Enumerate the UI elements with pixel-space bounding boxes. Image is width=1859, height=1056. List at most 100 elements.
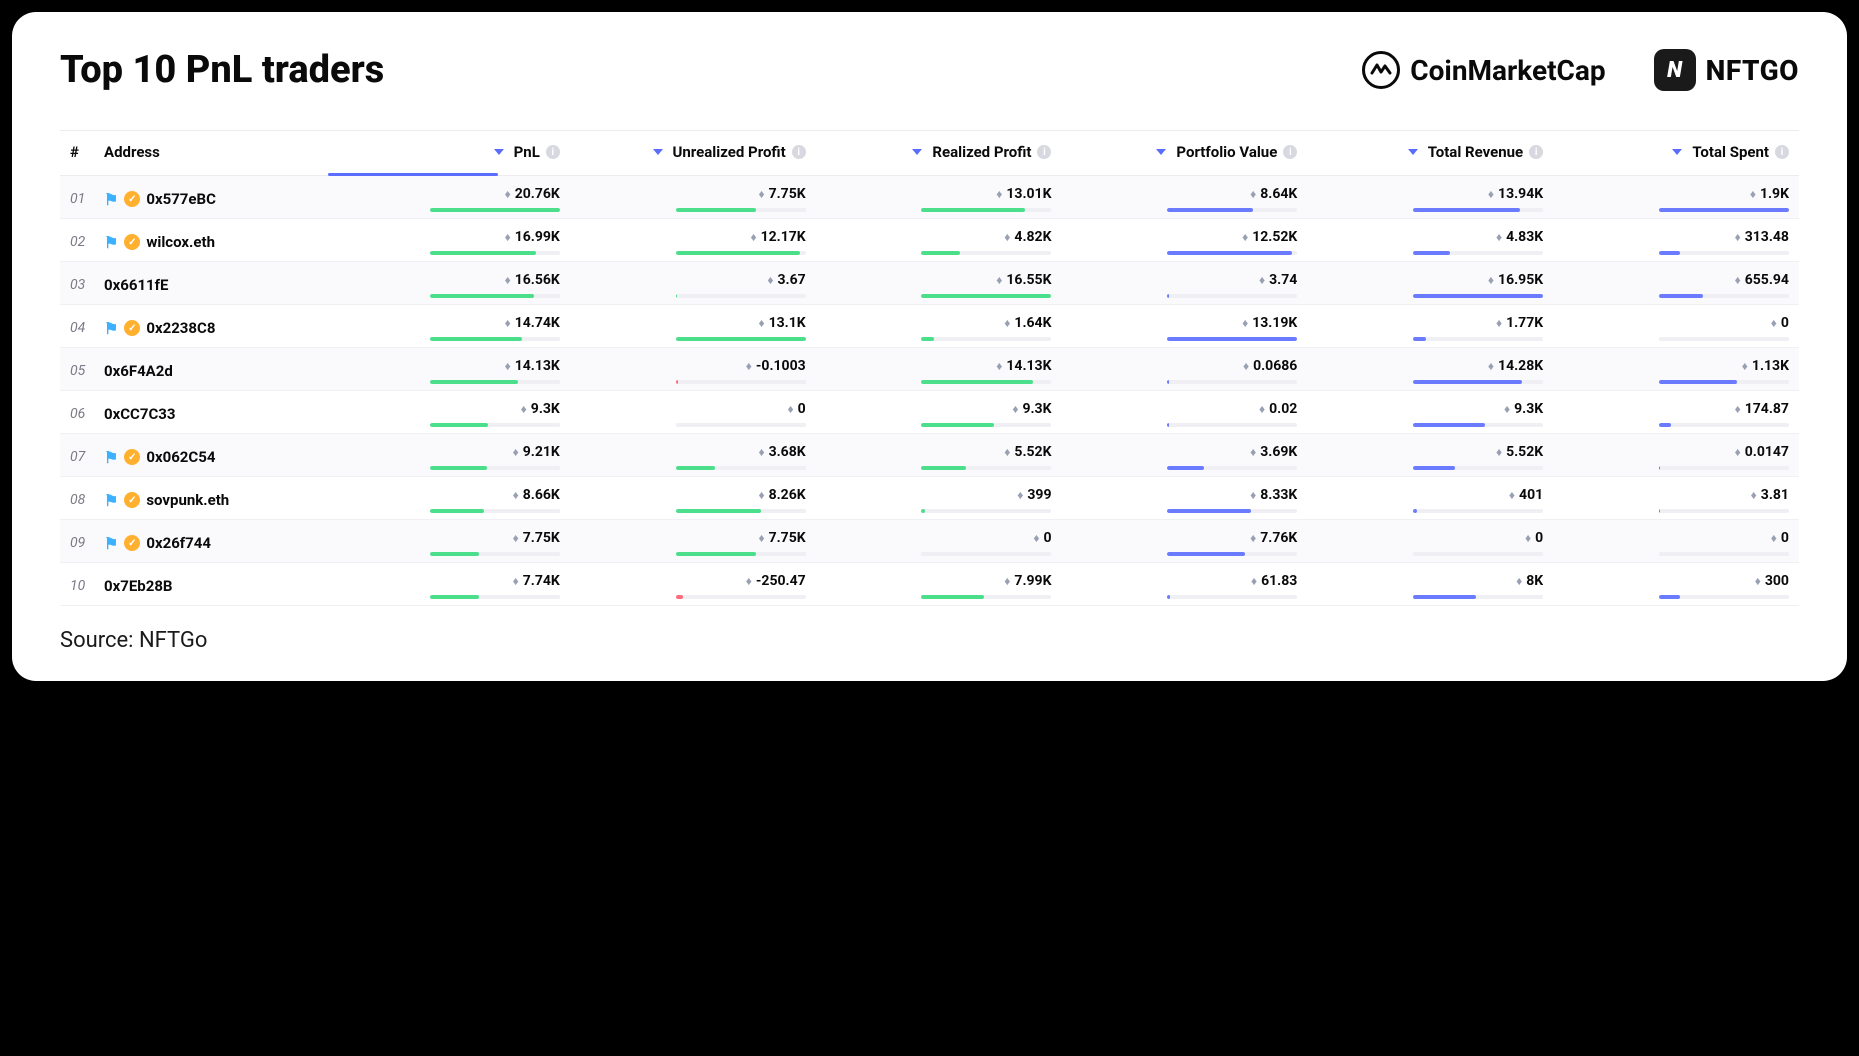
bar-fill [1413,423,1485,427]
cell-portfolio: ♦0.02 [1051,401,1297,427]
value-text: 7.75K [769,530,806,546]
cell-address[interactable]: 0x6611fE [104,276,314,294]
bar-fill [1167,337,1297,341]
eth-icon: ♦ [996,273,1002,287]
cell-pnl: ♦16.56K [314,272,560,298]
bar-fill [430,466,487,470]
value-text: 0.0147 [1745,444,1789,460]
col-rank[interactable]: # [70,143,104,161]
col-realized[interactable]: Realized Profit i [806,143,1052,161]
bar-track [921,423,1051,427]
bar-track [1167,552,1297,556]
cell-realized: ♦7.99K [806,573,1052,599]
info-icon[interactable]: i [792,145,806,159]
cell-address[interactable]: 0x6F4A2d [104,362,314,380]
bar-track [1413,337,1543,341]
cell-address[interactable]: ⚑✓0x062C54 [104,448,314,467]
bar-fill [676,337,806,341]
table-row[interactable]: 030x6611fE♦16.56K♦3.67♦16.55K♦3.74♦16.95… [60,262,1799,305]
bar-fill [1659,380,1737,384]
bar-track [676,294,806,298]
bar-track [1413,466,1543,470]
bar-track [921,337,1051,341]
bar-track [921,380,1051,384]
bar-track [921,251,1051,255]
col-spent[interactable]: Total Spent i [1543,143,1789,161]
eth-icon: ♦ [1755,574,1761,588]
col-portfolio[interactable]: Portfolio Value i [1051,143,1297,161]
col-pnl[interactable]: PnL i [314,143,560,161]
eth-icon: ♦ [787,402,793,416]
eth-icon: ♦ [1243,359,1249,373]
bar-fill [676,208,757,212]
eth-icon: ♦ [1251,574,1257,588]
col-revenue[interactable]: Total Revenue i [1297,143,1543,161]
sort-desc-icon [653,149,663,155]
bar-track [1167,208,1297,212]
eth-icon: ♦ [746,574,752,588]
eth-icon: ♦ [758,488,764,502]
bar-track [676,595,806,599]
cell-realized: ♦14.13K [806,358,1052,384]
bar-fill [676,380,679,384]
cell-address[interactable]: 0x7Eb28B [104,577,314,595]
table-row[interactable]: 04⚑✓0x2238C8♦14.74K♦13.1K♦1.64K♦13.19K♦1… [60,305,1799,348]
cell-unrealized: ♦13.1K [560,315,806,341]
bar-track [1167,509,1297,513]
cell-address[interactable]: 0xCC7C33 [104,405,314,423]
value-text: 9.3K [1514,401,1543,417]
brand-coinmarketcap: CoinMarketCap [1362,51,1605,89]
cell-revenue: ♦14.28K [1297,358,1543,384]
table-row[interactable]: 060xCC7C33♦9.3K♦0♦9.3K♦0.02♦9.3K♦174.87 [60,391,1799,434]
table-row[interactable]: 09⚑✓0x26f744♦7.75K♦7.75K♦0♦7.76K♦0♦0 [60,520,1799,563]
cell-portfolio: ♦13.19K [1051,315,1297,341]
cell-spent: ♦1.9K [1543,186,1789,212]
table-row[interactable]: 01⚑✓0x577eBC♦20.76K♦7.75K♦13.01K♦8.64K♦1… [60,176,1799,219]
cell-address[interactable]: ⚑✓wilcox.eth [104,233,314,252]
cell-rank: 10 [70,578,104,594]
cell-address[interactable]: ⚑✓sovpunk.eth [104,491,314,510]
value-text: -250.47 [756,573,806,589]
bar-track [1167,380,1297,384]
cell-portfolio: ♦12.52K [1051,229,1297,255]
col-unrealized[interactable]: Unrealized Profit i [560,143,806,161]
table-row[interactable]: 08⚑✓sovpunk.eth♦8.66K♦8.26K♦399♦8.33K♦40… [60,477,1799,520]
cell-revenue: ♦9.3K [1297,401,1543,427]
info-icon[interactable]: i [546,145,560,159]
bar-fill [1167,294,1168,298]
cell-portfolio: ♦8.64K [1051,186,1297,212]
cell-revenue: ♦0 [1297,530,1543,556]
value-text: 13.94K [1498,186,1543,202]
table-row[interactable]: 050x6F4A2d♦14.13K♦-0.1003♦14.13K♦0.0686♦… [60,348,1799,391]
coinmarketcap-icon [1362,51,1400,89]
bar-track [1659,423,1789,427]
col-address[interactable]: Address [104,143,314,161]
eth-icon: ♦ [767,273,773,287]
cell-rank: 01 [70,191,104,207]
eth-icon: ♦ [1259,402,1265,416]
table-row[interactable]: 02⚑✓wilcox.eth♦16.99K♦12.17K♦4.82K♦12.52… [60,219,1799,262]
bar-fill [1167,466,1203,470]
eth-icon: ♦ [1250,488,1256,502]
bar-track [676,552,806,556]
brand-row: CoinMarketCap N NFTGO [1362,49,1799,91]
cell-address[interactable]: ⚑✓0x577eBC [104,190,314,209]
cell-address[interactable]: ⚑✓0x26f744 [104,534,314,553]
info-icon[interactable]: i [1775,145,1789,159]
value-text: 12.17K [761,229,806,245]
bar-track [676,380,806,384]
eth-icon: ♦ [1033,531,1039,545]
cell-portfolio: ♦3.74 [1051,272,1297,298]
eth-icon: ♦ [1509,488,1515,502]
cell-revenue: ♦4.83K [1297,229,1543,255]
bar-track [1413,509,1543,513]
cell-address[interactable]: ⚑✓0x2238C8 [104,319,314,338]
bar-fill [430,294,534,298]
info-icon[interactable]: i [1529,145,1543,159]
cell-unrealized: ♦8.26K [560,487,806,513]
table-row[interactable]: 100x7Eb28B♦7.74K♦-250.47♦7.99K♦61.83♦8K♦… [60,563,1799,606]
table-row[interactable]: 07⚑✓0x062C54♦9.21K♦3.68K♦5.52K♦3.69K♦5.5… [60,434,1799,477]
value-text: 3.81 [1761,487,1789,503]
info-icon[interactable]: i [1037,145,1051,159]
info-icon[interactable]: i [1283,145,1297,159]
